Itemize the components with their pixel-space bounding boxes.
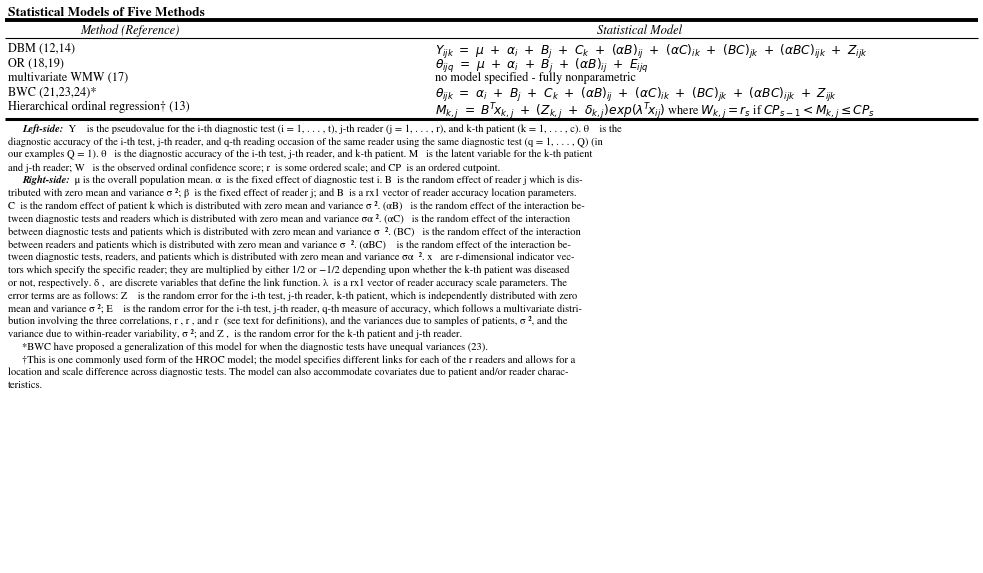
Text: †This is one commonly used form of the HROC model; the model specifies different: †This is one commonly used form of the H… (22, 355, 575, 364)
Text: $Y_{ijk}\ =\ \mu\ +\ \alpha_i\ +\ B_j\ +\ C_k\ +\ (\alpha B)_{ij}\ +\ (\alpha C): $Y_{ijk}\ =\ \mu\ +\ \alpha_i\ +\ B_j\ +… (435, 43, 868, 61)
Text: BWC (21,23,24)*: BWC (21,23,24)* (8, 87, 96, 98)
Text: Right-side:: Right-side: (22, 176, 70, 185)
Text: teristics.: teristics. (8, 380, 43, 390)
Text: variance due to within-reader variability, σᵂ²; and Zₖ,ⱼ is the random error for: variance due to within-reader variabilit… (8, 329, 462, 339)
Text: Method (Reference): Method (Reference) (81, 24, 180, 37)
Text: and j-th reader; Wₖⱼ is the observed ordinal confidence score; rₛ is some ordere: and j-th reader; Wₖⱼ is the observed ord… (8, 163, 500, 172)
Text: $\theta_{ijk}\ =\ \alpha_i\ +\ B_j\ +\ C_k\ +\ (\alpha B)_{ij}\ +\ (\alpha C)_{i: $\theta_{ijk}\ =\ \alpha_i\ +\ B_j\ +\ C… (435, 87, 838, 104)
Text: Yᵢⱼₖ is the pseudovalue for the i-th diagnostic test (i = 1, . . . , t), j-th re: Yᵢⱼₖ is the pseudovalue for the i-th dia… (66, 124, 622, 134)
Text: mean and variance σᴿ²; Eᵢⱼᵐ is the random error for the i-th test, j-th reader, : mean and variance σᴿ²; Eᵢⱼᵐ is the rando… (8, 304, 582, 313)
Text: tween diagnostic tests and readers which is distributed with zero mean and varia: tween diagnostic tests and readers which… (8, 214, 570, 224)
Text: tributed with zero mean and variance σᴾ²; βⱼ is the fixed effect of reader j; an: tributed with zero mean and variance σᴾ²… (8, 189, 576, 198)
Text: $\theta_{ijq}\ =\ \mu\ +\ \alpha_i\ +\ B_j\ +\ (\alpha B)_{ij}\ +\ E_{ijq}$: $\theta_{ijq}\ =\ \mu\ +\ \alpha_i\ +\ B… (435, 57, 649, 76)
Text: no model specified - fully nonparametric: no model specified - fully nonparametric (435, 72, 636, 84)
Text: Left-side:: Left-side: (22, 124, 63, 135)
Text: tors which specify the specific reader; they are multiplied by either 1/2 or −1/: tors which specify the specific reader; … (8, 265, 569, 275)
Text: Cₖ is the random effect of patient k which is distributed with zero mean and var: Cₖ is the random effect of patient k whi… (8, 201, 585, 211)
Text: bution involving the three correlations, r₁, r₂, and r₃ (see text for definition: bution involving the three correlations,… (8, 316, 567, 327)
Text: Statistical Models of Five Methods: Statistical Models of Five Methods (8, 7, 204, 19)
Text: error terms are as follows: Zᵢⱼₖ is the random error for the i-th test, j-th rea: error terms are as follows: Zᵢⱼₖ is the … (8, 291, 577, 301)
Text: *BWC have proposed a generalization of this model for when the diagnostic tests : *BWC have proposed a generalization of t… (22, 342, 488, 352)
Text: multivariate WMW (17): multivariate WMW (17) (8, 72, 128, 84)
Text: between readers and patients which is distributed with zero mean and variance σᴾ: between readers and patients which is di… (8, 240, 571, 250)
Text: DBM (12,14): DBM (12,14) (8, 43, 75, 55)
Text: between diagnostic tests and patients which is distributed with zero mean and va: between diagnostic tests and patients wh… (8, 227, 581, 237)
Text: μ is the overall population mean. αᵢ is the fixed effect of diagnostic test i. B: μ is the overall population mean. αᵢ is … (72, 176, 583, 185)
Text: Hierarchical ordinal regression† (13): Hierarchical ordinal regression† (13) (8, 101, 190, 113)
Text: location and scale difference across diagnostic tests. The model can also accomm: location and scale difference across dia… (8, 368, 568, 378)
Text: Statistical Model: Statistical Model (598, 24, 682, 37)
Text: diagnostic accuracy of the i-th test, j-th reader, and q-th reading occasion of : diagnostic accuracy of the i-th test, j-… (8, 138, 603, 148)
Text: $M_{k,j}\ =\ B^T\!x_{k,j}\ +\ (Z_{k,j}\ +\ \delta_{k,j})exp(\lambda^T\!x_{ij})$ : $M_{k,j}\ =\ B^T\!x_{k,j}\ +\ (Z_{k,j}\ … (435, 101, 875, 121)
Text: our examples Q = 1). θᵢⱼ is the diagnostic accuracy of the i-th test, j-th reade: our examples Q = 1). θᵢⱼ is the diagnost… (8, 150, 593, 160)
Text: tween diagnostic tests, readers, and patients which is distributed with zero mea: tween diagnostic tests, readers, and pat… (8, 253, 574, 262)
Text: OR (18,19): OR (18,19) (8, 57, 64, 69)
Text: or not, respectively. δₖ,ⱼ are discrete variables that define the link function.: or not, respectively. δₖ,ⱼ are discrete … (8, 278, 567, 288)
